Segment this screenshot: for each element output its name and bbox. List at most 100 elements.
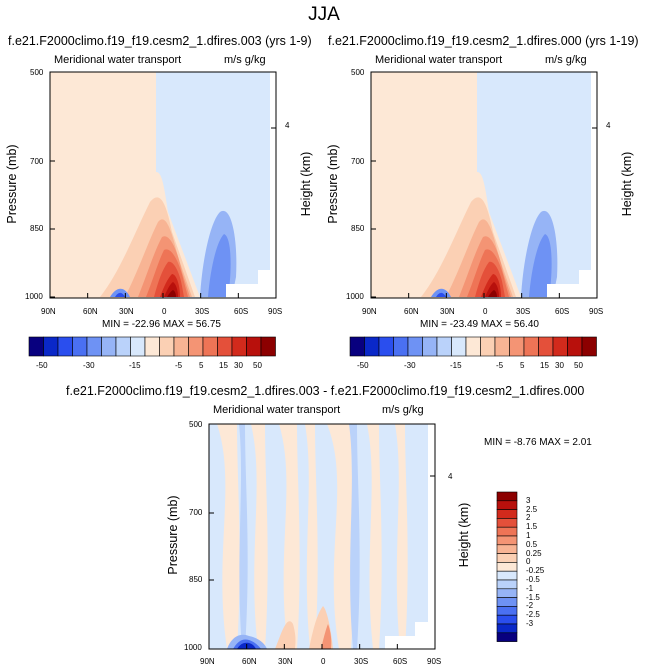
colorbar-bottom-label: -0.25 [526, 566, 545, 576]
panel-2-xtick-30s: 30S [516, 307, 531, 316]
panel-1-xtick-60n: 60N [83, 307, 98, 316]
contour-diff-streak [349, 424, 360, 649]
terrain-mask [270, 72, 276, 298]
contour-field [49, 71, 277, 299]
colorbar-top-label: 50 [574, 361, 583, 370]
contour-positive-plume [167, 290, 176, 297]
colorbar-top-right-box [581, 336, 597, 357]
panel-2-units: m/s g/kg [545, 54, 587, 66]
panel-3-xtick-90n: 90N [200, 657, 215, 666]
colorbar-top-label: 5 [520, 361, 525, 370]
contour-field [370, 71, 598, 299]
terrain-mask [428, 424, 435, 649]
colorbar-bottom-label: -2 [526, 601, 534, 611]
colorbar-bottom-box [496, 491, 518, 502]
panel-2-ytick-500: 500 [351, 68, 365, 77]
panel-3-left-string: Meridional water transport [213, 404, 341, 416]
panel-2-xtick-90s: 90S [589, 307, 604, 316]
colorbar-bottom-box [496, 623, 518, 634]
contour-diff-streak [327, 424, 354, 649]
colorbar-bottom-box [496, 500, 518, 510]
panel-3-xtick-0: 0 [321, 657, 326, 666]
colorbar-bottom-label: 1.5 [526, 522, 538, 532]
colorbar-bottom-box [496, 614, 518, 625]
colorbar-top-label: -5 [496, 361, 504, 370]
panel-3-minmax: MIN = -8.76 MAX = 2.01 [484, 437, 592, 448]
colorbar-bottom-label: 2 [526, 513, 531, 523]
panel-2-ytick-850: 850 [351, 224, 365, 233]
colorbar-bottom-box [496, 562, 518, 572]
contour-negative-surface-core [115, 292, 125, 297]
colorbar-bottom-label: 0 [526, 557, 531, 567]
contour-diff-positive-core [321, 624, 332, 649]
panel-1-ytick-850: 850 [30, 224, 44, 233]
contour-negative-core [208, 234, 231, 297]
panel-1-ytick-1000: 1000 [25, 292, 43, 301]
colorbar-bottom-label: -1 [526, 583, 534, 593]
colorbar-bottom-box [496, 588, 518, 598]
colorbar-top-label: -50 [36, 361, 48, 370]
panel-1-height-tick: 4 [285, 121, 290, 130]
panel-1-xtick-90n: 90N [41, 307, 56, 316]
colorbar-bottom-box [496, 553, 518, 563]
contour-diff-positive-2 [275, 621, 296, 649]
panel-3-title: f.e21.F2000climo.f19_f19.cesm2_1.dfires.… [66, 384, 585, 398]
contour-negative-surface-core [436, 292, 446, 297]
colorbar-top-label: -30 [83, 361, 95, 370]
colorbar-bottom-label: 3 [526, 495, 531, 505]
colorbar-top-label: 15 [540, 361, 549, 370]
contour-positive-plume [488, 290, 497, 297]
colorbar-bottom-box [496, 544, 518, 554]
colorbar-bottom-box [496, 518, 518, 528]
panel-1-xtick-90s: 90S [268, 307, 283, 316]
colorbar-bottom-box [496, 535, 518, 546]
colorbar-bottom-label: 1 [526, 531, 531, 540]
panel-1-left-string: Meridional water transport [54, 54, 182, 66]
panel-2-minmax: MIN = -23.49 MAX = 56.40 [420, 319, 539, 330]
colorbar-bottom-box [496, 509, 518, 519]
panel-1-title: f.e21.F2000climo.f19_f19.cesm2_1.dfires.… [8, 34, 312, 48]
panel-2-left-string: Meridional water transport [375, 54, 503, 66]
panel-3-xtick-60n: 60N [242, 657, 257, 666]
panel-2-title: f.e21.F2000climo.f19_f19.cesm2_1.dfires.… [328, 34, 639, 48]
contour-diff-streak [395, 424, 408, 649]
colorbar-bottom-box [496, 606, 518, 616]
panel-2-xtick-60n: 60N [404, 307, 419, 316]
colorbar-bottom-box [496, 597, 518, 607]
panel-2-xtick-30n: 30N [440, 307, 455, 316]
colorbar-bottom-box [496, 570, 518, 581]
contour-diff-streak [217, 424, 240, 649]
panel-3-ytick-500: 500 [189, 420, 203, 429]
colorbar-top-left-box [260, 336, 276, 357]
panel-2-ytick-1000: 1000 [346, 292, 364, 301]
colorbar-top-label: 30 [555, 361, 564, 370]
colorbar-bottom-label: 0.5 [526, 539, 538, 549]
colorbar-top-label: -50 [357, 361, 369, 370]
colorbar-bottom-box [496, 526, 518, 537]
panel-3-xtick-30s: 30S [354, 657, 369, 666]
panel-2-xtick-60s: 60S [555, 307, 570, 316]
panel-2-xtick-90n: 90N [362, 307, 377, 316]
contour-negative-core [529, 234, 552, 297]
panel-3-height-tick: 4 [448, 472, 453, 481]
colorbar-bottom-label: -0.5 [526, 575, 540, 584]
contour-diff-streak [279, 424, 300, 649]
panel-3-ytick-700: 700 [189, 508, 203, 517]
colorbar-bottom-label: -2.5 [526, 610, 540, 620]
colorbar-top-label: 15 [219, 361, 228, 370]
panel-3-xtick-90s: 90S [427, 657, 442, 666]
colorbar-top-label: 50 [253, 361, 262, 370]
colorbar-bottom-label: 0.25 [526, 548, 542, 558]
panel-1-minmax: MIN = -22.96 MAX = 56.75 [102, 319, 221, 330]
panel-2-xtick-0: 0 [483, 307, 488, 316]
colorbar-top-label: -30 [404, 361, 416, 370]
panel-1-xtick-30n: 30N [119, 307, 134, 316]
panel-1-ytick-700: 700 [30, 157, 44, 166]
colorbar-bottom-box [496, 632, 518, 642]
contour-diff-streak [239, 424, 248, 649]
panel-1-units: m/s g/kg [224, 54, 266, 66]
